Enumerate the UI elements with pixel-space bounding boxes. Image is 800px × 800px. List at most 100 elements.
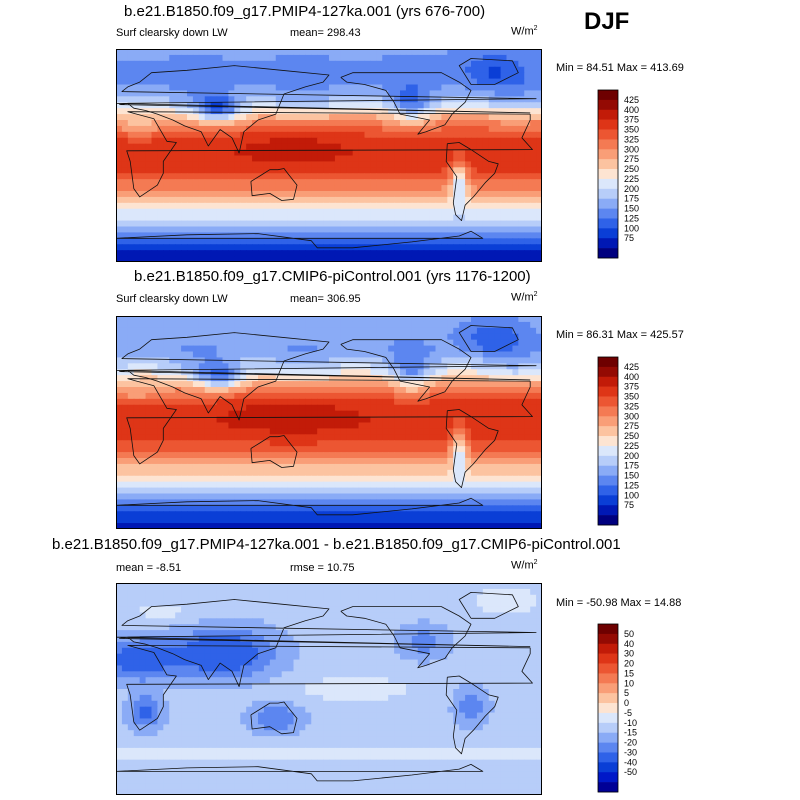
- map-cell: [388, 250, 395, 257]
- map-cell: [181, 404, 188, 412]
- map-cell: [471, 137, 478, 145]
- map-cell: [263, 173, 271, 180]
- map-cell: [500, 440, 508, 447]
- map-cell: [524, 143, 531, 151]
- map-cell: [405, 108, 413, 115]
- map-cell: [382, 155, 389, 163]
- map-cell: [512, 428, 519, 435]
- map-cell: [210, 475, 218, 483]
- map-cell: [340, 202, 348, 210]
- map-cell: [222, 114, 230, 121]
- map-cell: [323, 214, 330, 222]
- map-cell: [216, 416, 224, 424]
- map-cell: [175, 327, 182, 335]
- map-cell: [240, 167, 247, 174]
- map-cell: [352, 214, 360, 222]
- map-cell: [198, 49, 206, 56]
- map-cell: [329, 78, 336, 86]
- map-cell: [334, 173, 342, 180]
- map-cell: [234, 452, 241, 459]
- map-cell: [441, 214, 448, 222]
- map-cell: [228, 375, 235, 382]
- map-cell: [340, 78, 348, 86]
- map-cell: [246, 66, 253, 74]
- map-cell: [488, 387, 496, 394]
- map-cell: [145, 173, 153, 180]
- map-cell: [234, 321, 241, 329]
- map-cell: [405, 428, 413, 435]
- map-cell: [228, 131, 235, 139]
- map-cell: [192, 96, 200, 103]
- map-cell: [346, 108, 354, 115]
- map-cell: [417, 102, 425, 109]
- map-cell: [500, 220, 508, 228]
- map-cell: [352, 398, 360, 406]
- map-cell: [500, 96, 508, 103]
- map-cell: [334, 316, 342, 323]
- map-cell: [500, 363, 508, 370]
- map-cell: [506, 381, 514, 388]
- map-cell: [382, 60, 389, 68]
- map-cell: [453, 369, 460, 376]
- map-cell: [246, 131, 253, 139]
- map-cell: [334, 49, 342, 56]
- map-cell: [453, 256, 460, 262]
- map-cell: [246, 54, 253, 62]
- map-cell: [145, 446, 153, 453]
- map-cell: [429, 137, 437, 145]
- map-cell: [163, 238, 170, 245]
- map-cell: [476, 357, 484, 364]
- map-cell: [216, 357, 224, 364]
- map-cell: [252, 131, 259, 139]
- map-cell: [376, 155, 383, 163]
- map-cell: [358, 410, 366, 418]
- map-cell: [429, 487, 437, 495]
- map-cell: [417, 78, 425, 86]
- map-cell: [346, 60, 354, 68]
- map-cell: [352, 96, 360, 103]
- map-cell: [494, 469, 502, 477]
- map-cell: [323, 321, 330, 329]
- map-cell: [163, 493, 170, 501]
- map-cell: [246, 161, 253, 168]
- map-cell: [234, 446, 241, 453]
- map-cell: [187, 404, 194, 412]
- map-cell: [405, 114, 413, 121]
- map-cell: [216, 339, 224, 347]
- map-cell: [530, 428, 537, 435]
- map-cell: [157, 481, 164, 489]
- map-cell: [453, 475, 460, 483]
- map-cell: [287, 458, 295, 465]
- map-cell: [512, 167, 519, 174]
- map-cell: [133, 78, 141, 86]
- panel-1-map: [116, 49, 542, 262]
- map-cell: [169, 505, 176, 512]
- map-cell: [417, 226, 425, 234]
- map-cell: [500, 410, 508, 418]
- map-cell: [145, 120, 153, 127]
- map-cell: [382, 161, 389, 168]
- map-cell: [471, 440, 478, 447]
- map-cell: [364, 481, 372, 489]
- map-cell: [317, 72, 324, 80]
- map-cell: [506, 60, 514, 68]
- map-cell: [482, 66, 490, 74]
- map-cell: [435, 202, 443, 210]
- map-cell: [323, 428, 330, 435]
- map-cell: [263, 452, 271, 459]
- map-cell: [181, 321, 188, 329]
- map-cell: [488, 66, 496, 74]
- map-cell: [459, 440, 466, 447]
- map-cell: [453, 381, 460, 388]
- map-cell: [435, 398, 443, 406]
- map-cell: [163, 487, 170, 495]
- map-cell: [216, 463, 224, 471]
- map-cell: [370, 345, 377, 353]
- map-cell: [459, 226, 466, 234]
- map-cell: [423, 78, 431, 86]
- map-cell: [512, 487, 519, 495]
- map-cell: [441, 244, 448, 251]
- map-cell: [441, 131, 448, 139]
- map-cell: [234, 78, 241, 86]
- map-cell: [145, 196, 153, 204]
